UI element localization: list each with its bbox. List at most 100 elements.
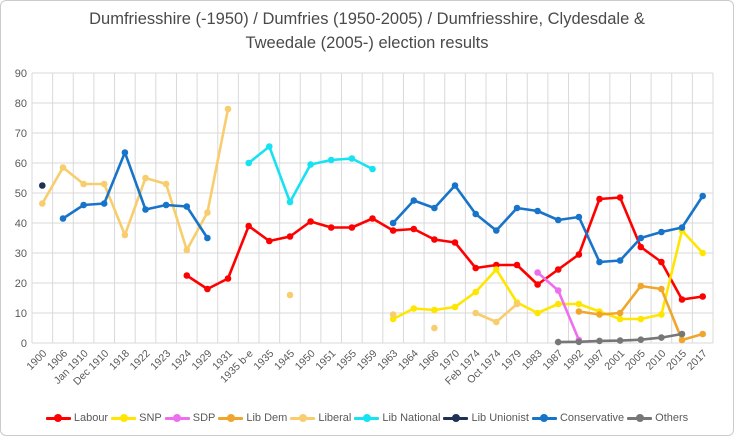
x-axis-tick-label: 1950: [293, 348, 318, 373]
x-axis-tick-label: 2001: [602, 348, 627, 373]
series-point-conservative: [493, 227, 500, 234]
legend-label: Conservative: [559, 412, 625, 424]
x-axis-tick-label: 1992: [561, 348, 586, 373]
series-point-lib-dem: [596, 311, 603, 318]
x-axis-tick-label: 1945: [272, 348, 297, 373]
series-point-lib-dem: [637, 282, 645, 290]
series-point-liberal: [286, 291, 294, 299]
series-point-others: [596, 337, 603, 345]
series-point-lib-national: [266, 143, 273, 150]
x-axis-tick-label: 1979: [499, 348, 524, 373]
series-point-conservative: [554, 216, 562, 224]
series-point-lib-dem: [699, 330, 706, 338]
legend-marker-lib-dem-icon: [218, 413, 244, 423]
series-point-others: [658, 334, 665, 341]
x-axis-tick-label: 1923: [148, 348, 173, 373]
series-point-labour: [410, 225, 418, 233]
series-point-sdp: [534, 269, 541, 276]
series-point-snp: [472, 288, 480, 296]
series-point-sdp: [554, 287, 562, 294]
legend-label: Lib National: [382, 412, 441, 424]
legend-label: SDP: [192, 412, 216, 424]
series-point-conservative: [616, 257, 624, 264]
series-point-conservative: [658, 228, 665, 236]
series-point-snp: [431, 306, 438, 314]
series-point-lib-dem: [616, 309, 624, 317]
series-point-labour: [307, 218, 314, 225]
series-point-liberal: [39, 200, 46, 207]
y-axis-tick-label: 50: [15, 188, 27, 200]
series-point-labour: [596, 195, 603, 203]
series-point-conservative: [142, 206, 149, 213]
legend-label: Lib Dem: [246, 412, 288, 424]
legend-label: SNP: [139, 412, 162, 424]
series-point-liberal: [513, 300, 521, 308]
series-point-labour: [286, 233, 294, 240]
x-axis-tick-label: 1966: [417, 348, 442, 373]
series-point-labour: [389, 227, 397, 234]
y-axis-tick-label: 60: [15, 158, 27, 170]
series-point-others: [554, 338, 562, 346]
series-point-lib-national: [369, 165, 376, 173]
series-point-conservative: [513, 204, 521, 212]
x-axis-tick-label: 1955: [334, 348, 359, 373]
chart-title: Dumfriesshire (-1950) / Dumfries (1950-2…: [89, 10, 645, 52]
legend-item-lib-national: Lib National: [354, 412, 440, 424]
x-axis-tick-label: 1924: [169, 348, 194, 373]
series-point-labour: [472, 264, 480, 272]
series-point-liberal: [121, 231, 129, 239]
series-point-snp: [493, 266, 500, 273]
series-point-conservative: [389, 219, 397, 227]
legend-item-labour: Labour: [45, 412, 109, 424]
series-point-snp: [658, 311, 665, 318]
series-point-lib-dem: [678, 336, 686, 344]
legend-item-liberal: Liberal: [290, 412, 351, 424]
x-axis-tick-label: 1918: [107, 348, 132, 373]
y-axis-tick-label: 90: [15, 68, 27, 80]
x-axis-tick-label: 1929: [190, 348, 215, 373]
legend: Labour SNP SDP Lib Dem Liberal Lib National Li…: [1, 409, 733, 427]
series-point-snp: [616, 315, 624, 323]
series-point-conservative: [534, 207, 541, 215]
series-point-conservative: [162, 201, 170, 209]
series-point-conservative: [80, 201, 87, 209]
series-point-lib-national: [245, 159, 252, 167]
legend-item-lib-dem: Lib Dem: [218, 412, 287, 424]
legend-label: Liberal: [318, 412, 352, 424]
series-point-lib-dem: [658, 285, 665, 293]
x-axis-tick-label: 1987: [540, 348, 565, 373]
y-axis-tick-label: 10: [15, 308, 27, 320]
legend-label: Lib Unionist: [471, 412, 529, 424]
x-axis-tick-label: 1983: [520, 348, 545, 373]
series-line-conservative: [61, 151, 704, 264]
series-point-lib-dem: [575, 308, 583, 315]
series-point-labour: [637, 243, 645, 251]
x-axis-tick-label: 1935: [251, 348, 276, 373]
series-point-labour: [513, 261, 521, 269]
legend-label: Labour: [73, 412, 109, 424]
series-point-lib-national: [348, 155, 356, 162]
series-point-conservative: [451, 182, 459, 189]
series-point-liberal: [472, 309, 480, 317]
legend-item-sdp: SDP: [164, 412, 216, 424]
x-axis-tick-label: 1963: [375, 348, 400, 373]
series-point-labour: [658, 258, 665, 266]
legend-marker-snp-icon: [111, 413, 137, 423]
series-point-others: [637, 336, 645, 344]
series-point-liberal: [204, 209, 211, 216]
legend-item-lib-unionist: Lib Unionist: [443, 412, 529, 424]
x-axis-tick-label: 2005: [623, 348, 648, 373]
series-point-labour: [678, 296, 686, 303]
series-point-conservative: [637, 234, 645, 242]
series-point-liberal: [100, 180, 108, 188]
x-axis-tick-label: 1922: [128, 348, 153, 373]
series-point-labour: [245, 222, 252, 230]
series-point-snp: [451, 303, 459, 311]
series-point-labour: [204, 285, 211, 293]
legend-item-conservative: Conservative: [531, 412, 625, 424]
series-point-labour: [369, 215, 376, 222]
series-line-labour: [185, 196, 704, 301]
series-point-conservative: [699, 192, 706, 200]
